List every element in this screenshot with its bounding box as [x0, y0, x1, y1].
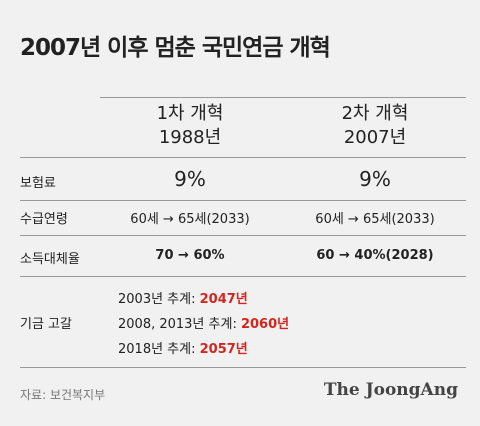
cell: 9% [359, 167, 391, 191]
rule [20, 367, 466, 368]
depletion-year: 2057년 [199, 342, 248, 357]
row-label: 소득대체율 [20, 252, 80, 267]
cell: 70 → 60% [155, 248, 225, 263]
estimate: 2018년 추계: [118, 342, 196, 357]
depletion-line: 2008, 2013년 추계: 2060년 [118, 313, 289, 332]
cell: 60 → 40%(2028) [316, 248, 434, 263]
cell: 9% [174, 167, 206, 191]
cell: 60세 → 65세(2033) [315, 212, 435, 227]
rule [20, 235, 466, 236]
title: 2007년 이후 멈춘 국민연금 개혁 [20, 35, 331, 61]
cell: 60세 → 65세(2033) [130, 212, 250, 227]
column-name: 2차 개혁 [341, 103, 409, 124]
rule [20, 200, 466, 201]
brand: The JoongAng [323, 380, 458, 400]
column-year: 1988년 [158, 127, 222, 148]
source: 자료: 보건복지부 [20, 388, 106, 402]
estimate: 2008, 2013년 추계: [118, 317, 237, 332]
depletion-year: 2047년 [199, 292, 248, 307]
row-label: 수급연령 [20, 212, 68, 227]
row-label: 기금 고갈 [20, 317, 72, 332]
depletion-line: 2003년 추계: 2047년 [118, 288, 248, 307]
column-name: 1차 개혁 [156, 103, 224, 124]
depletion-year: 2060년 [240, 317, 290, 332]
rule [20, 157, 466, 158]
row-label: 보험료 [20, 176, 56, 191]
depletion-line: 2018년 추계: 2057년 [118, 338, 248, 357]
column-header: 1차 개혁 1988년 [95, 102, 285, 150]
column-year: 2007년 [343, 127, 407, 148]
estimate: 2003년 추계: [118, 292, 196, 307]
column-header: 2차 개혁 2007년 [280, 102, 470, 150]
rule [20, 276, 466, 277]
rule [100, 97, 466, 98]
